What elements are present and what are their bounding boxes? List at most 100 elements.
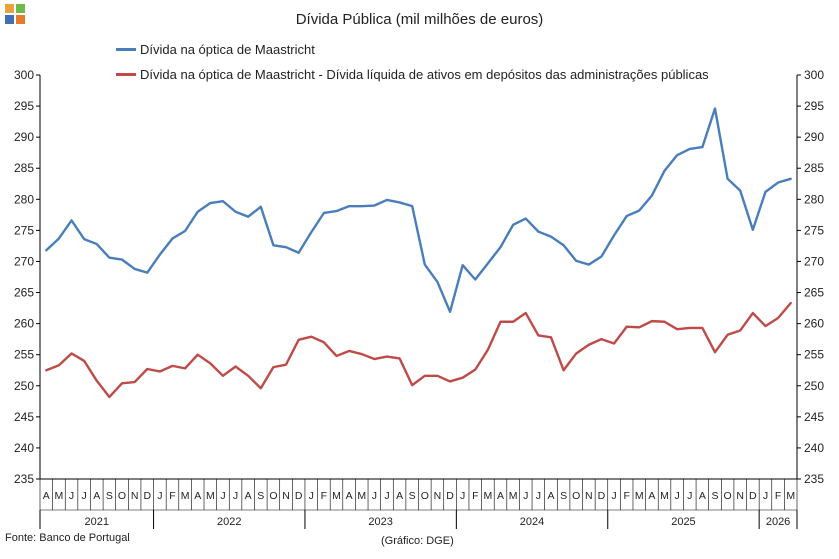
legend-swatch-blue bbox=[116, 47, 136, 51]
y-tick-label-left: 255 bbox=[14, 348, 34, 362]
month-label: S bbox=[257, 490, 264, 502]
logo-square-1 bbox=[5, 4, 14, 13]
month-label: J bbox=[384, 490, 389, 502]
month-label: S bbox=[560, 490, 567, 502]
month-label: D bbox=[598, 490, 606, 502]
y-tick-label-left: 270 bbox=[14, 254, 34, 268]
month-label: D bbox=[295, 490, 303, 502]
y-tick-label-left: 265 bbox=[14, 286, 34, 300]
month-label: O bbox=[572, 490, 580, 502]
y-tick-label-left: 240 bbox=[14, 441, 34, 455]
logo-square-4 bbox=[16, 15, 25, 24]
month-label: S bbox=[711, 490, 718, 502]
month-label: M bbox=[357, 490, 366, 502]
month-label: M bbox=[635, 490, 644, 502]
y-tick-label-left: 280 bbox=[14, 192, 34, 206]
month-label: A bbox=[346, 490, 353, 502]
month-label: D bbox=[143, 490, 151, 502]
y-tick-label-left: 295 bbox=[14, 99, 34, 113]
legend-item-net-debt: Dívida na óptica de Maastricht - Dívida … bbox=[116, 63, 709, 85]
month-label: M bbox=[509, 490, 518, 502]
month-label: N bbox=[736, 490, 744, 502]
y-tick-label-right: 285 bbox=[804, 161, 824, 175]
legend-swatch-red bbox=[116, 72, 136, 76]
y-tick-label-left: 275 bbox=[14, 223, 34, 237]
month-label: M bbox=[484, 490, 493, 502]
y-tick-label-right: 260 bbox=[804, 317, 824, 331]
month-label: J bbox=[536, 490, 541, 502]
month-label: A bbox=[648, 490, 655, 502]
month-label: J bbox=[82, 490, 87, 502]
month-label: S bbox=[106, 490, 113, 502]
y-tick-label-left: 260 bbox=[14, 317, 34, 331]
legend-label-maastricht: Dívida na óptica de Maastricht bbox=[140, 41, 315, 57]
y-tick-label-left: 235 bbox=[14, 472, 34, 486]
month-label: J bbox=[372, 490, 377, 502]
year-label: 2025 bbox=[671, 516, 695, 528]
month-label: M bbox=[181, 490, 190, 502]
month-label: N bbox=[131, 490, 139, 502]
logo-square-2 bbox=[16, 4, 25, 13]
series-line-maastricht bbox=[45, 107, 792, 314]
month-label: N bbox=[282, 490, 290, 502]
month-label: O bbox=[421, 490, 429, 502]
month-label: O bbox=[269, 490, 277, 502]
month-label: J bbox=[523, 490, 528, 502]
month-label: J bbox=[763, 490, 768, 502]
y-tick-label-left: 245 bbox=[14, 410, 34, 424]
y-tick-label-left: 300 bbox=[14, 68, 34, 82]
month-label: F bbox=[169, 490, 175, 502]
year-label: 2023 bbox=[368, 516, 392, 528]
month-label: S bbox=[409, 490, 416, 502]
y-tick-label-right: 290 bbox=[804, 130, 824, 144]
month-label: F bbox=[321, 490, 327, 502]
month-label: D bbox=[749, 490, 757, 502]
month-label: J bbox=[233, 490, 238, 502]
y-tick-label-right: 265 bbox=[804, 286, 824, 300]
month-label: J bbox=[309, 490, 314, 502]
month-label: M bbox=[332, 490, 341, 502]
year-label: 2022 bbox=[217, 516, 241, 528]
month-label: O bbox=[724, 490, 732, 502]
legend: Dívida na óptica de Maastricht Dívida na… bbox=[116, 38, 709, 88]
y-tick-label-left: 250 bbox=[14, 379, 34, 393]
y-tick-label-right: 255 bbox=[804, 348, 824, 362]
month-label: M bbox=[55, 490, 64, 502]
month-label: A bbox=[245, 490, 252, 502]
logo-square-3 bbox=[5, 15, 14, 24]
month-label: F bbox=[623, 490, 629, 502]
month-label: J bbox=[460, 490, 465, 502]
month-label: D bbox=[446, 490, 454, 502]
legend-item-maastricht: Dívida na óptica de Maastricht bbox=[116, 38, 709, 60]
month-label: F bbox=[472, 490, 478, 502]
month-label: J bbox=[157, 490, 162, 502]
month-label: J bbox=[69, 490, 74, 502]
month-label: J bbox=[687, 490, 692, 502]
series-line-net-debt bbox=[45, 301, 792, 399]
month-label: N bbox=[434, 490, 442, 502]
y-tick-label-right: 250 bbox=[804, 379, 824, 393]
y-tick-label-right: 240 bbox=[804, 441, 824, 455]
logo bbox=[5, 4, 25, 24]
month-label: A bbox=[194, 490, 201, 502]
month-label: A bbox=[497, 490, 504, 502]
month-label: F bbox=[775, 490, 781, 502]
chart-title: Dívida Pública (mil milhões de euros) bbox=[295, 11, 544, 28]
year-label: 2026 bbox=[766, 516, 790, 528]
y-tick-label-right: 300 bbox=[804, 68, 824, 82]
month-label: J bbox=[611, 490, 616, 502]
y-tick-label-right: 295 bbox=[804, 99, 824, 113]
month-label: J bbox=[220, 490, 225, 502]
month-label: A bbox=[547, 490, 554, 502]
y-tick-label-right: 245 bbox=[804, 410, 824, 424]
y-tick-label-left: 285 bbox=[14, 161, 34, 175]
year-label: 2024 bbox=[520, 516, 544, 528]
month-label: M bbox=[786, 490, 795, 502]
month-label: M bbox=[206, 490, 215, 502]
month-label: M bbox=[660, 490, 669, 502]
legend-label-net-debt: Dívida na óptica de Maastricht - Dívida … bbox=[140, 66, 709, 82]
month-label: A bbox=[699, 490, 706, 502]
month-label: A bbox=[93, 490, 100, 502]
y-tick-label-right: 280 bbox=[804, 192, 824, 206]
